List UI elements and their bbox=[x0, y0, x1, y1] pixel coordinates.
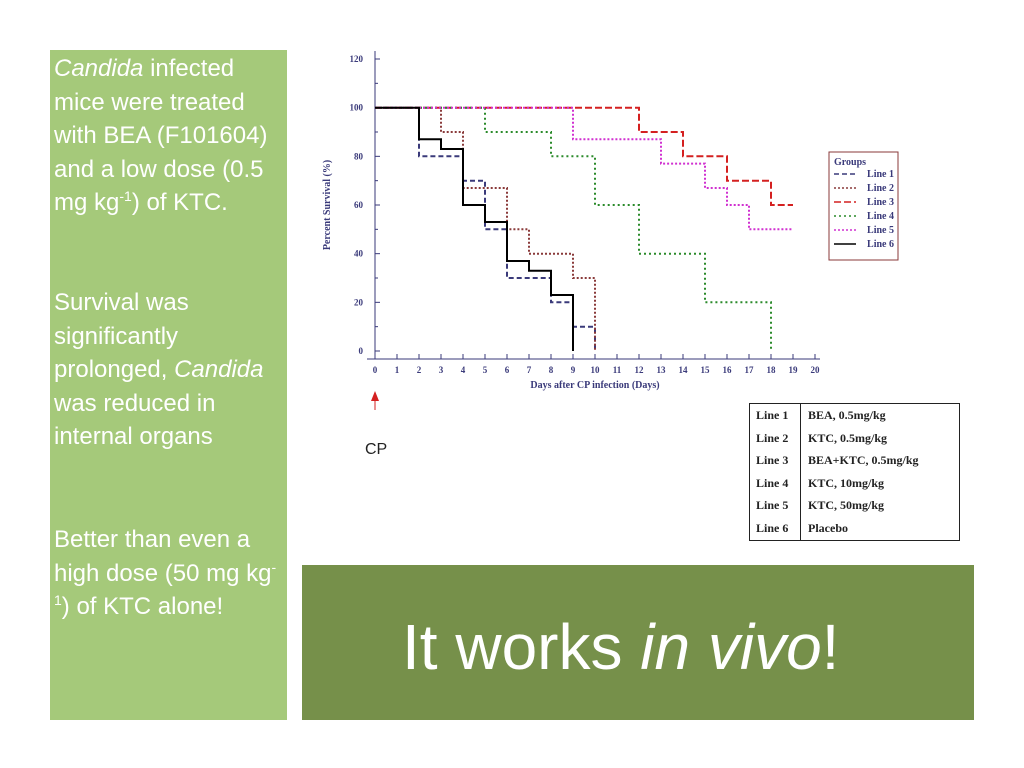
key-line-label: Line 4 bbox=[756, 475, 789, 490]
banner-italic: in vivo bbox=[640, 611, 822, 683]
y-tick-label: 120 bbox=[350, 54, 364, 64]
text-panel: Candida infected mice were treated with … bbox=[50, 50, 287, 720]
paragraph-italic: Candida bbox=[54, 55, 144, 82]
unit-superscript: -1 bbox=[119, 188, 132, 204]
x-tick-label: 12 bbox=[635, 365, 645, 375]
x-tick-label: 19 bbox=[789, 365, 799, 375]
banner-end: ! bbox=[821, 611, 840, 683]
key-line-label: Line 2 bbox=[756, 430, 789, 445]
chart-background bbox=[370, 52, 903, 400]
key-row: Line 3 BEA+KTC, 0.5mg/kg bbox=[750, 449, 959, 472]
y-tick-label: 100 bbox=[350, 103, 364, 113]
y-tick-label: 0 bbox=[359, 346, 364, 356]
x-tick-label: 0 bbox=[373, 365, 378, 375]
key-line-description: BEA, 0.5mg/kg bbox=[808, 408, 886, 422]
x-tick-label: 15 bbox=[701, 365, 711, 375]
y-tick-label: 60 bbox=[354, 200, 364, 210]
legend-label: Line 4 bbox=[867, 211, 894, 222]
x-tick-label: 8 bbox=[549, 365, 554, 375]
paragraph-survival: Survival was significantly prolonged, Ca… bbox=[54, 286, 282, 454]
key-line-label: Line 5 bbox=[756, 498, 789, 513]
x-tick-label: 6 bbox=[505, 365, 510, 375]
banner-plain: It works bbox=[402, 611, 641, 683]
x-tick-label: 9 bbox=[571, 365, 576, 375]
paragraph-text: infected mice were treated with BEA (F10… bbox=[54, 55, 268, 216]
unit-superscript: -1 bbox=[54, 558, 277, 608]
key-row: Line 6 Placebo bbox=[750, 517, 959, 540]
paragraph-text: Survival was significantly prolonged, bbox=[54, 289, 189, 383]
key-line-description: KTC, 50mg/kg bbox=[808, 498, 885, 513]
x-tick-label: 3 bbox=[439, 365, 444, 375]
x-tick-label: 20 bbox=[811, 365, 821, 375]
paragraph-text: ) of KTC alone! bbox=[61, 593, 224, 620]
paragraph-text: Better than even a high dose (50 mg kg bbox=[54, 526, 272, 587]
paragraph-comparison: Better than even a high dose (50 mg kg-1… bbox=[54, 523, 282, 624]
key-line-label: Line 1 bbox=[756, 408, 789, 422]
key-line-label: Line 6 bbox=[756, 521, 789, 535]
x-axis-title: Days after CP infection (Days) bbox=[530, 380, 659, 391]
x-tick-label: 5 bbox=[483, 365, 488, 375]
paragraph-text: ) of KTC. bbox=[131, 189, 228, 216]
legend-label: Line 1 bbox=[867, 169, 894, 180]
key-line-description: KTC, 0.5mg/kg bbox=[808, 430, 888, 445]
legend-label: Line 3 bbox=[867, 197, 894, 208]
banner-text: It works in vivo! bbox=[402, 611, 839, 683]
y-axis-title: Percent Survival (%) bbox=[322, 160, 333, 250]
key-row: Line 4 KTC, 10mg/kg bbox=[750, 472, 959, 495]
x-tick-label: 16 bbox=[723, 365, 733, 375]
series-line-2 bbox=[375, 106, 596, 351]
conclusion-banner: It works in vivo! bbox=[302, 565, 974, 720]
series-line-6 bbox=[375, 106, 574, 351]
x-tick-label: 2 bbox=[417, 365, 422, 375]
cp-label: CP bbox=[365, 441, 388, 458]
key-line-description: KTC, 10mg/kg bbox=[808, 475, 885, 490]
series-line-5 bbox=[375, 106, 793, 231]
y-tick-label: 20 bbox=[354, 297, 364, 307]
paragraph-treatment: Candida infected mice were treated with … bbox=[54, 52, 282, 220]
key-line-label: Line 3 bbox=[756, 453, 789, 468]
legend-label: Line 2 bbox=[867, 183, 894, 194]
x-tick-label: 7 bbox=[527, 365, 532, 375]
cp-arrow-head bbox=[371, 391, 379, 401]
key-row: Line 1 BEA, 0.5mg/kg bbox=[750, 404, 959, 427]
x-tick-label: 10 bbox=[591, 365, 601, 375]
key-row: Line 2 KTC, 0.5mg/kg bbox=[750, 427, 959, 450]
y-tick-label: 40 bbox=[354, 249, 364, 259]
x-tick-label: 4 bbox=[461, 365, 466, 375]
x-tick-label: 17 bbox=[745, 365, 755, 375]
key-line-description: Placebo bbox=[808, 521, 848, 535]
legend-title: Groups bbox=[834, 157, 866, 168]
x-tick-label: 13 bbox=[657, 365, 667, 375]
legend-label: Line 5 bbox=[867, 225, 894, 236]
chart-series bbox=[375, 106, 793, 351]
x-tick-label: 11 bbox=[613, 365, 622, 375]
legend-box bbox=[828, 151, 899, 261]
x-tick-label: 1 bbox=[395, 365, 400, 375]
x-tick-label: 18 bbox=[767, 365, 777, 375]
x-tick-label: 14 bbox=[679, 365, 689, 375]
key-divider bbox=[800, 404, 801, 540]
paragraph-text: was reduced in internal organs bbox=[54, 389, 216, 451]
key-row: Line 5 KTC, 50mg/kg bbox=[750, 494, 959, 517]
legend-label: Line 6 bbox=[867, 239, 894, 250]
y-tick-label: 80 bbox=[354, 151, 364, 161]
key-line-description: BEA+KTC, 0.5mg/kg bbox=[808, 453, 919, 468]
line-key-table: Line 1 BEA, 0.5mg/kg Line 2 KTC, 0.5mg/kg Li… bbox=[749, 403, 960, 541]
series-line-3 bbox=[375, 106, 793, 206]
paragraph-italic: Candida bbox=[174, 356, 264, 383]
